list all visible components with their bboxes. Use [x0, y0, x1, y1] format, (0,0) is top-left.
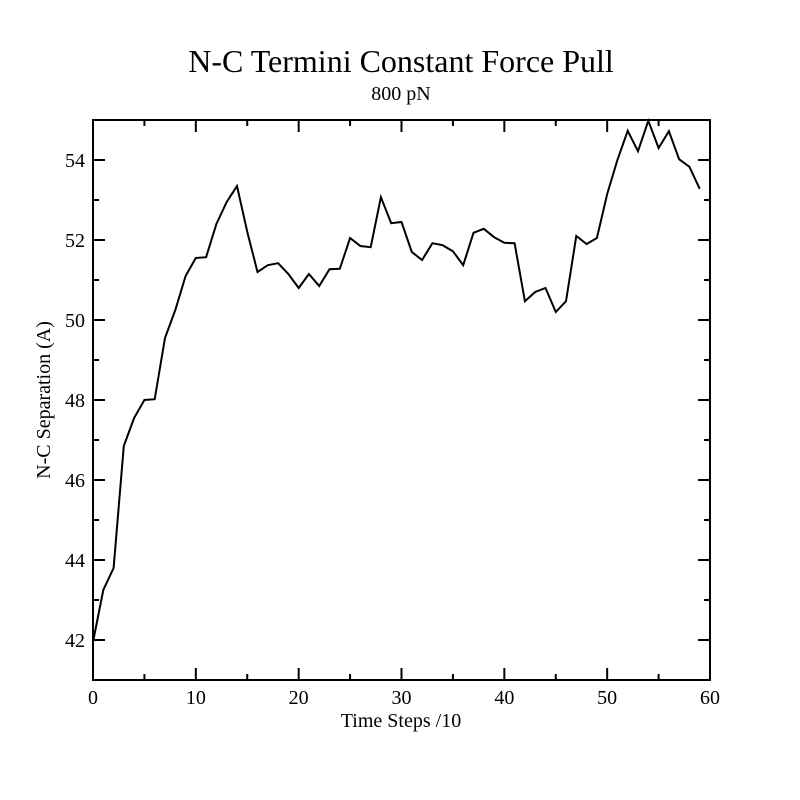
plot-frame [92, 119, 711, 681]
chart-subtitle: 800 pN [371, 83, 430, 105]
x-tick-label: 20 [289, 687, 309, 709]
series-line [92, 117, 701, 643]
chart-title: N-C Termini Constant Force Pull [188, 43, 614, 79]
y-axis-label: N-C Separation (A) [33, 321, 55, 479]
x-tick-label: 10 [186, 687, 206, 709]
x-tick-label: 50 [597, 687, 617, 709]
y-tick-label: 48 [65, 390, 85, 412]
axes: 0 10 20 30 40 50 60 42 44 46 48 50 52 54 [65, 119, 720, 709]
y-tick-label: 42 [65, 630, 85, 652]
y-tick-label: 54 [65, 150, 85, 172]
y-tick-label: 52 [65, 230, 85, 252]
x-tick-label: 30 [392, 687, 412, 709]
y-tick-label: 50 [65, 310, 85, 332]
x-tick-label: 40 [494, 687, 514, 709]
x-tick-label: 0 [88, 687, 98, 709]
x-tick-label: 60 [700, 687, 720, 709]
x-axis-label: Time Steps /10 [341, 710, 461, 732]
y-tick-label: 44 [65, 550, 85, 572]
y-tick-label: 46 [65, 470, 85, 492]
